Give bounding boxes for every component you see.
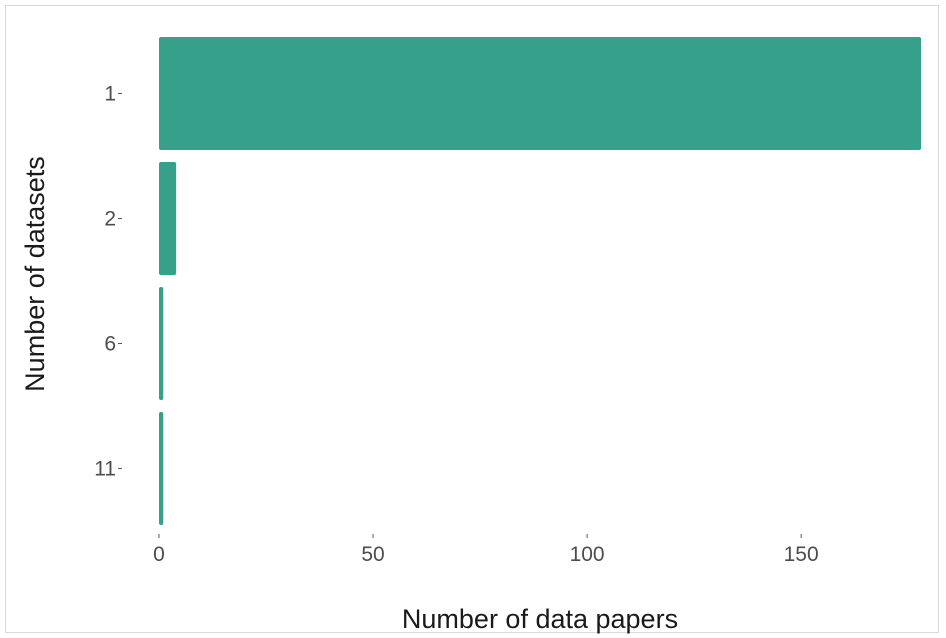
y-tick-label: 2 xyxy=(104,208,116,231)
y-axis: 1 2 6 11 xyxy=(94,83,122,481)
x-tick-label: 100 xyxy=(570,543,605,566)
x-axis: 0 50 100 150 xyxy=(153,534,819,566)
bar-6 xyxy=(159,287,164,400)
bar-2 xyxy=(159,162,177,275)
x-axis-title: Number of data papers xyxy=(402,604,678,634)
x-tick-label: 0 xyxy=(153,543,165,566)
y-tick-label: 6 xyxy=(104,333,116,356)
y-axis-title: Number of datasets xyxy=(20,156,50,392)
x-tick-label: 50 xyxy=(361,543,384,566)
bars-group xyxy=(159,37,921,525)
x-tick-label: 150 xyxy=(784,543,819,566)
bar-1 xyxy=(159,37,921,150)
y-tick-label: 11 xyxy=(94,458,116,481)
y-tick-label: 1 xyxy=(104,83,116,106)
bar-11 xyxy=(159,412,164,525)
